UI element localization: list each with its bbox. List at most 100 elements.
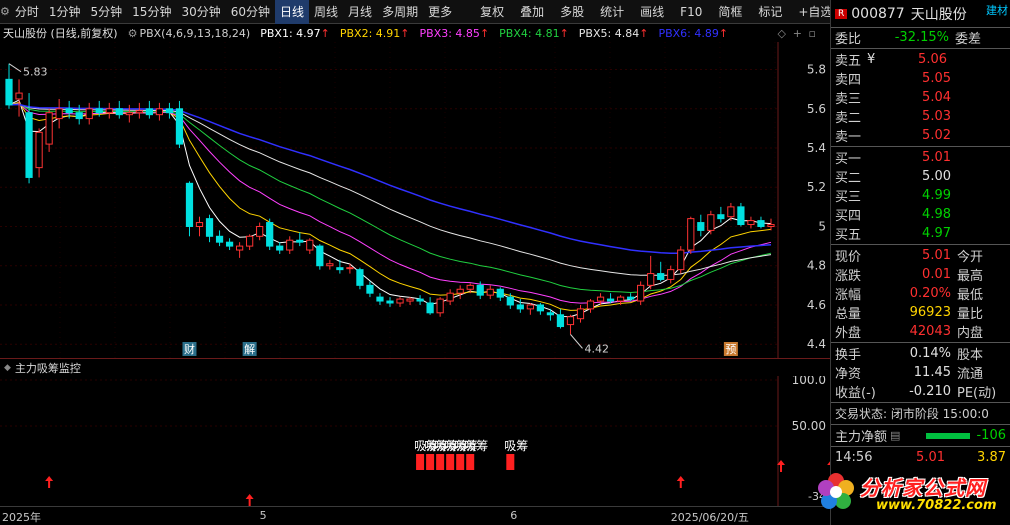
candle[interactable] <box>677 246 685 274</box>
candle[interactable] <box>647 255 655 290</box>
event-mark[interactable] <box>723 342 738 356</box>
event-mark[interactable] <box>242 342 257 356</box>
tool-button[interactable]: F10 <box>680 4 703 19</box>
candle[interactable] <box>596 293 605 305</box>
candle[interactable] <box>85 102 93 125</box>
candle[interactable] <box>155 102 164 121</box>
candle[interactable] <box>616 295 625 305</box>
candle[interactable] <box>205 214 214 243</box>
candle[interactable] <box>446 289 454 305</box>
period-tab[interactable]: 周线 <box>314 4 339 19</box>
candle[interactable] <box>215 230 224 247</box>
candle[interactable] <box>95 100 103 117</box>
collapse-diamond-icon[interactable]: ◇ <box>777 26 786 40</box>
period-tab[interactable]: 1分钟 <box>48 4 81 19</box>
period-tab[interactable]: 5分钟 <box>90 4 123 19</box>
candle[interactable] <box>586 299 595 313</box>
candle[interactable] <box>185 181 194 237</box>
candle[interactable] <box>25 93 33 184</box>
candle[interactable] <box>396 297 404 307</box>
candle[interactable] <box>436 297 444 317</box>
candle[interactable] <box>737 202 745 227</box>
accumulation-bar[interactable] <box>506 454 515 470</box>
accumulation-bar[interactable] <box>436 454 445 470</box>
candle[interactable] <box>556 308 565 329</box>
candle[interactable] <box>456 285 464 300</box>
candle[interactable] <box>175 100 184 149</box>
candle[interactable] <box>727 202 735 221</box>
list-icon[interactable]: ▤ <box>890 429 901 442</box>
candle[interactable] <box>476 281 484 300</box>
tool-button[interactable]: 简框 <box>718 4 743 19</box>
period-tab[interactable]: 分时 <box>14 4 39 19</box>
tool-button[interactable]: 画线 <box>640 4 665 19</box>
candle[interactable] <box>707 210 715 235</box>
tool-button[interactable]: +自选 <box>798 4 833 19</box>
more-icon[interactable]: ▫ <box>808 26 816 40</box>
period-tab[interactable]: 更多 <box>428 4 453 19</box>
period-tab[interactable]: 30分钟 <box>181 4 221 19</box>
sector-tag[interactable]: 建材 <box>986 4 1008 17</box>
candle[interactable] <box>135 102 143 119</box>
add-icon[interactable]: + <box>792 26 802 40</box>
candle[interactable] <box>576 304 585 323</box>
candle[interactable] <box>687 216 695 254</box>
candle[interactable] <box>125 104 133 123</box>
candle[interactable] <box>356 267 364 290</box>
tool-button[interactable]: 统计 <box>600 4 625 19</box>
candle[interactable] <box>667 265 675 284</box>
candle[interactable] <box>75 104 83 125</box>
kline-chart[interactable]: 5.8 5.6 5.4 5.2 5 4.8 4.6 4.4 5.83 4.42 财 解 预 <box>0 42 830 358</box>
candle[interactable] <box>105 102 113 119</box>
period-tab[interactable]: 月线 <box>348 4 373 19</box>
accumulation-bar[interactable] <box>456 454 465 470</box>
candle[interactable] <box>376 293 384 305</box>
candle[interactable] <box>195 216 204 237</box>
candle[interactable] <box>346 263 354 274</box>
sub-diamond-icon[interactable]: ◆ <box>4 362 11 373</box>
candle[interactable] <box>115 100 123 119</box>
period-tab[interactable]: 日线 <box>275 0 310 24</box>
candle[interactable] <box>55 98 63 129</box>
candle[interactable] <box>5 63 13 109</box>
period-tab[interactable]: 多周期 <box>382 4 419 19</box>
candle[interactable] <box>486 285 494 300</box>
candle[interactable] <box>256 222 264 241</box>
candle[interactable] <box>757 216 765 229</box>
candle[interactable] <box>536 302 544 315</box>
candle[interactable] <box>366 281 374 298</box>
candle[interactable] <box>516 299 524 313</box>
candle[interactable] <box>637 281 645 305</box>
tool-button[interactable]: 复权 <box>480 4 505 19</box>
candle[interactable] <box>276 242 284 254</box>
settings-gear-icon[interactable]: ⚙ <box>127 26 138 40</box>
candle[interactable] <box>145 100 153 119</box>
tool-button[interactable]: 多股 <box>560 4 585 19</box>
candle[interactable] <box>506 293 514 309</box>
candle[interactable] <box>767 218 775 231</box>
candle[interactable] <box>546 308 555 321</box>
tool-button[interactable]: 标记 <box>758 4 783 19</box>
candle[interactable] <box>236 242 244 258</box>
indicator-formula[interactable]: PBX(4,6,9,13,18,24) <box>139 26 251 40</box>
tool-button[interactable]: 叠加 <box>520 4 545 19</box>
candle[interactable] <box>657 261 665 282</box>
candle[interactable] <box>246 234 254 251</box>
period-tab[interactable]: 15分钟 <box>132 4 172 19</box>
candle[interactable] <box>406 297 414 305</box>
candle[interactable] <box>496 287 504 302</box>
candle[interactable] <box>466 283 474 294</box>
candle[interactable] <box>416 295 424 305</box>
candle[interactable] <box>266 218 274 251</box>
accumulation-bar[interactable] <box>426 454 435 470</box>
candle[interactable] <box>526 302 534 315</box>
candle[interactable] <box>336 259 344 274</box>
accumulation-bar[interactable] <box>416 454 425 470</box>
candle[interactable] <box>306 238 314 254</box>
candle[interactable] <box>65 100 73 119</box>
candle[interactable] <box>35 128 43 178</box>
candle[interactable] <box>627 293 635 302</box>
candle[interactable] <box>296 232 304 247</box>
candle[interactable] <box>717 206 725 223</box>
